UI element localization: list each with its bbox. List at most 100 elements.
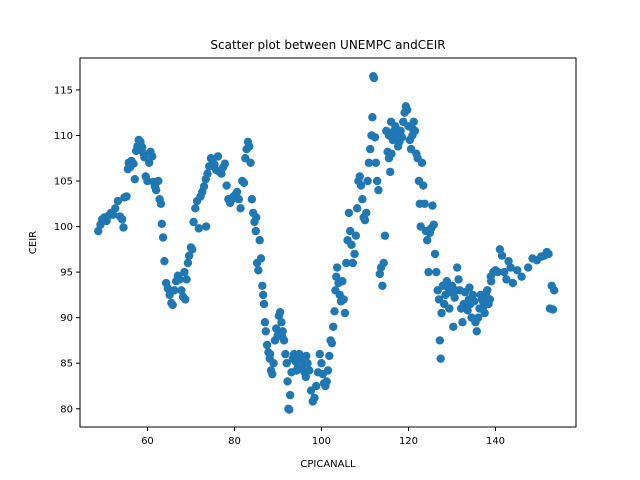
data-point — [517, 272, 526, 281]
data-point — [234, 195, 244, 204]
data-point — [372, 176, 382, 186]
data-point — [213, 152, 223, 161]
data-point — [364, 158, 374, 167]
data-point — [160, 256, 169, 266]
data-point — [366, 144, 375, 154]
data-point — [387, 149, 396, 158]
y-tick-label: 90 — [60, 313, 73, 324]
data-point — [472, 327, 481, 336]
data-point — [317, 359, 326, 368]
data-point — [310, 393, 319, 403]
data-point — [259, 299, 269, 309]
data-point — [355, 172, 364, 181]
data-point — [315, 349, 324, 359]
data-point — [282, 359, 291, 368]
data-point — [506, 263, 515, 272]
data-point — [154, 176, 163, 186]
x-tick-label: 120 — [399, 436, 418, 447]
data-point — [272, 324, 281, 333]
x-tick-label: 60 — [141, 436, 154, 447]
data-point — [347, 240, 356, 249]
data-point — [450, 293, 459, 302]
data-point — [419, 181, 428, 190]
data-point — [432, 267, 441, 277]
data-point — [329, 322, 338, 331]
data-point — [493, 267, 502, 277]
data-point — [275, 308, 285, 317]
data-point — [339, 295, 348, 304]
data-point — [483, 286, 492, 295]
data-point — [170, 286, 179, 295]
data-point — [256, 254, 266, 263]
data-point — [375, 269, 384, 279]
data-point — [429, 220, 438, 229]
data-point — [156, 199, 166, 208]
data-point — [345, 226, 355, 236]
data-point — [369, 73, 379, 83]
data-point — [323, 366, 333, 375]
data-point — [138, 143, 147, 152]
data-point — [504, 256, 513, 266]
data-point — [508, 278, 518, 288]
data-point — [420, 199, 429, 208]
data-point — [268, 369, 277, 379]
data-point — [437, 308, 446, 318]
y-axis-label: CEIR — [28, 231, 39, 254]
data-point — [458, 318, 467, 327]
data-point — [191, 204, 200, 213]
data-point — [122, 192, 131, 201]
data-point — [424, 267, 433, 277]
x-tick-label: 140 — [486, 436, 505, 447]
data-point — [362, 208, 371, 218]
data-point — [189, 217, 198, 227]
y-tick-label: 110 — [54, 131, 73, 142]
data-point — [312, 381, 321, 391]
data-point — [119, 223, 128, 232]
data-point — [177, 286, 186, 295]
data-point — [370, 133, 380, 142]
data-point — [255, 236, 264, 245]
data-point — [269, 359, 278, 368]
data-point — [151, 185, 161, 195]
data-point — [469, 297, 479, 306]
data-point — [180, 267, 189, 277]
data-point — [130, 174, 140, 184]
data-point — [402, 105, 412, 115]
data-point — [463, 306, 472, 315]
data-point — [423, 236, 432, 245]
data-point — [486, 272, 495, 281]
data-point — [371, 158, 381, 167]
data-point — [183, 258, 193, 268]
data-point — [378, 281, 387, 290]
data-point — [396, 126, 405, 136]
data-point — [325, 351, 334, 361]
data-point — [351, 231, 361, 240]
data-point — [358, 195, 367, 204]
data-point — [454, 275, 463, 284]
data-point — [302, 351, 311, 361]
data-point — [417, 158, 427, 167]
data-point — [285, 405, 294, 414]
data-point — [129, 159, 138, 168]
data-point — [301, 372, 311, 382]
data-point — [384, 131, 394, 140]
data-point — [344, 208, 354, 218]
data-point — [352, 204, 362, 213]
data-point — [247, 195, 257, 204]
data-point — [468, 290, 478, 300]
data-point — [281, 349, 290, 359]
data-point — [252, 213, 261, 222]
data-point — [495, 245, 505, 254]
y-tick-label: 115 — [54, 85, 73, 96]
data-point — [199, 182, 209, 191]
data-point — [379, 258, 388, 268]
data-point — [113, 196, 123, 206]
data-point — [188, 245, 197, 254]
data-point — [465, 283, 474, 292]
data-point — [140, 153, 149, 162]
data-point — [251, 226, 260, 236]
data-point — [374, 185, 383, 195]
x-axis-label: CPICANALL — [300, 459, 356, 470]
data-point — [550, 286, 559, 295]
data-point — [523, 263, 533, 272]
